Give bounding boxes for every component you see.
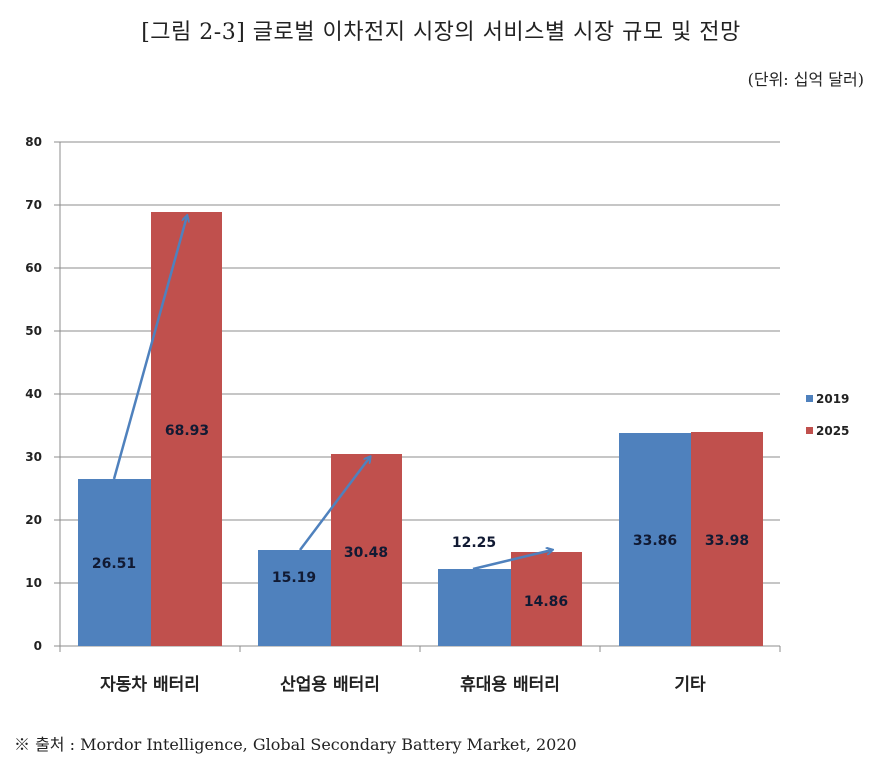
y-tick: 50	[25, 324, 42, 338]
bar-2025-automotive	[151, 212, 222, 646]
series-2025-bars	[151, 212, 763, 646]
y-tick: 40	[25, 387, 42, 401]
y-tick: 20	[25, 513, 42, 527]
legend-swatch-2019	[806, 395, 813, 402]
arrow-icon	[299, 457, 370, 551]
bar-2025-portable	[511, 552, 582, 646]
data-label-2019: 33.86	[633, 533, 677, 549]
legend-label-2025: 2025	[816, 424, 849, 438]
bar-2019-other	[619, 433, 691, 646]
unit-label: (단위: 십억 달러)	[747, 70, 864, 89]
y-tick: 0	[34, 639, 42, 653]
y-tick: 80	[25, 135, 42, 149]
data-label-2025: 33.98	[705, 533, 749, 549]
data-label-2025: 14.86	[524, 594, 568, 610]
category-label: 기타	[674, 675, 706, 695]
bar-2019-portable	[438, 569, 511, 646]
bar-2025-other	[691, 432, 763, 646]
data-label-2019: 15.19	[272, 570, 316, 586]
data-label-2019: 12.25	[452, 535, 496, 551]
y-tick: 30	[25, 450, 42, 464]
data-labels: 26.51 15.19 12.25 33.86 68.93 30.48 14.8…	[92, 423, 749, 610]
y-tick: 60	[25, 261, 42, 275]
data-label-2019: 26.51	[92, 556, 136, 572]
category-labels: 자동차 배터리 산업용 배터리 휴대용 배터리 기타	[100, 674, 706, 695]
arrow-icon	[112, 216, 187, 480]
legend-swatch-2025	[806, 427, 813, 434]
category-label: 휴대용 배터리	[460, 674, 560, 695]
category-label: 자동차 배터리	[100, 675, 200, 695]
y-tick: 10	[25, 576, 42, 590]
bar-2019-industrial	[258, 550, 331, 646]
arrow-icon	[472, 550, 552, 571]
y-tick: 70	[25, 198, 42, 212]
series-2019-bars	[78, 433, 691, 646]
data-label-2025: 30.48	[344, 545, 388, 561]
figure-title: [그림 2-3] 글로벌 이차전지 시장의 서비스별 시장 규모 및 전망	[141, 20, 741, 45]
data-label-2025: 68.93	[165, 423, 209, 439]
growth-arrows	[112, 216, 552, 571]
x-axis-ticks	[239, 646, 781, 652]
bar-2019-automotive	[78, 479, 151, 646]
y-tick-labels: 0 10 20 30 40 50 60 70 80	[25, 135, 42, 653]
legend-label-2019: 2019	[816, 392, 849, 406]
source-note: ※ 출처 : Mordor Intelligence, Global Secon…	[14, 735, 577, 754]
bar-2025-industrial	[331, 454, 402, 646]
legend: 2019 2025	[806, 392, 849, 438]
category-label: 산업용 배터리	[280, 675, 380, 695]
